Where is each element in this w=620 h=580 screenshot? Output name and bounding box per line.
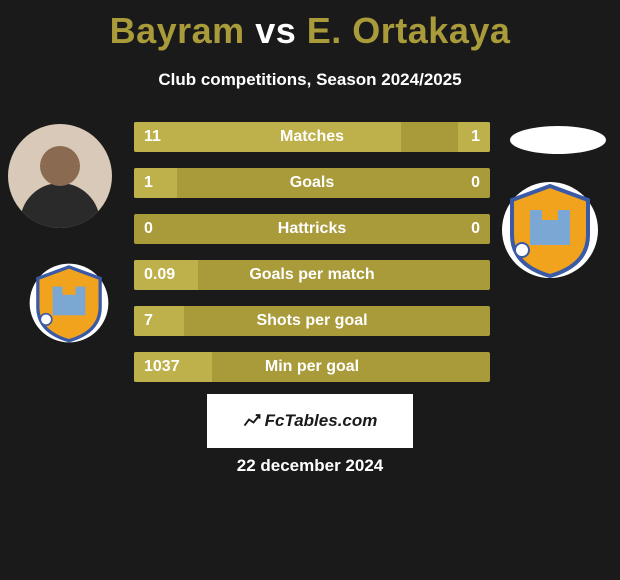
bar-row: 0 Hattricks 0 bbox=[134, 214, 490, 244]
subtitle: Club competitions, Season 2024/2025 bbox=[0, 70, 620, 90]
bar-label: Min per goal bbox=[265, 358, 359, 376]
comparison-title: Bayram vs E. Ortakaya bbox=[0, 0, 620, 52]
bar-row: 1 Goals 0 bbox=[134, 168, 490, 198]
player1-name: Bayram bbox=[110, 10, 245, 51]
bar-row: 0.09 Goals per match bbox=[134, 260, 490, 290]
bar-left-fill bbox=[134, 306, 184, 336]
bar-left-value: 1037 bbox=[144, 358, 180, 376]
footer-brand-text: FcTables.com bbox=[265, 411, 378, 431]
bar-row: 7 Shots per goal bbox=[134, 306, 490, 336]
bar-left-fill bbox=[134, 122, 401, 152]
footer-attribution: FcTables.com bbox=[207, 394, 413, 448]
bar-left-value: 11 bbox=[144, 128, 161, 146]
bar-label: Goals per match bbox=[249, 266, 374, 284]
bar-label: Goals bbox=[290, 174, 334, 192]
vs-text: vs bbox=[255, 10, 296, 51]
date-text: 22 december 2024 bbox=[237, 456, 384, 476]
bar-right-value: 1 bbox=[471, 128, 480, 146]
bar-row: 11 Matches 1 bbox=[134, 122, 490, 152]
player2-name: E. Ortakaya bbox=[307, 10, 511, 51]
player2-club-crest-icon bbox=[500, 180, 600, 280]
bar-right-value: 0 bbox=[471, 220, 480, 238]
bar-label: Matches bbox=[280, 128, 344, 146]
bar-left-fill bbox=[134, 168, 177, 198]
bar-left-value: 0 bbox=[144, 220, 153, 238]
bar-left-value: 7 bbox=[144, 312, 153, 330]
player2-avatar-placeholder bbox=[510, 126, 606, 154]
bar-label: Hattricks bbox=[278, 220, 346, 238]
bar-label: Shots per goal bbox=[256, 312, 367, 330]
fctables-logo-icon bbox=[243, 412, 261, 430]
bar-row: 1037 Min per goal bbox=[134, 352, 490, 382]
bar-left-value: 0.09 bbox=[144, 266, 175, 284]
bar-left-value: 1 bbox=[144, 174, 153, 192]
player1-avatar bbox=[8, 124, 112, 228]
bar-right-value: 0 bbox=[471, 174, 480, 192]
comparison-bars: 11 Matches 1 1 Goals 0 0 Hattricks 0 0.0… bbox=[134, 122, 490, 398]
player1-club-crest-icon bbox=[28, 262, 110, 344]
